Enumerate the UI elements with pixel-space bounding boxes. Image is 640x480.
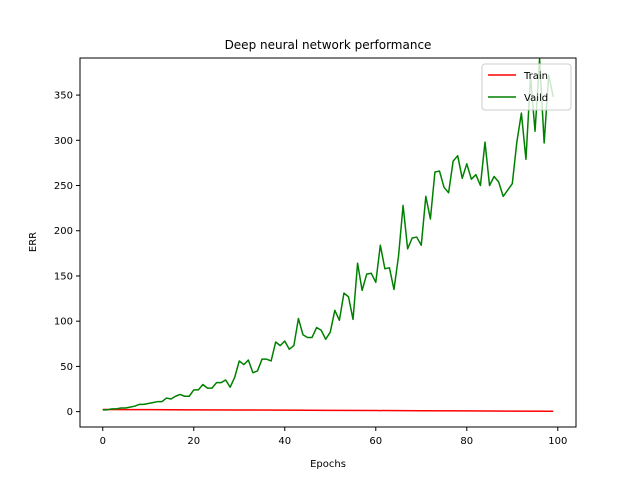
y-axis-label: ERR: [28, 232, 39, 252]
x-tick-label: 80: [460, 436, 473, 447]
chart-title: Deep neural network performance: [225, 38, 432, 52]
y-tick-label: 0: [67, 407, 73, 418]
axes-frame: [79, 57, 577, 428]
x-tick-label: 40: [278, 436, 291, 447]
y-tick-label: 100: [54, 317, 73, 328]
y-tick-label: 200: [54, 226, 73, 237]
y-tick-label: 300: [54, 136, 73, 147]
x-tick-label: 20: [187, 436, 200, 447]
x-axis: 0 20 40 60 80 100: [100, 427, 567, 447]
x-axis-label: Epochs: [310, 459, 346, 470]
y-axis: 0 50 100 150 200 250 300 350: [54, 91, 80, 418]
x-tick-label: 0: [100, 436, 106, 447]
x-tick-label: 60: [369, 436, 382, 447]
legend-label-train: Train: [523, 71, 548, 82]
series-line-train: [102, 408, 554, 413]
x-tick-label: 100: [548, 436, 567, 447]
legend-label-vaild: Vaild: [524, 93, 548, 104]
plot-area: [102, 58, 554, 413]
y-tick-label: 150: [54, 271, 73, 282]
y-tick-label: 250: [54, 181, 73, 192]
y-tick-label: 50: [60, 362, 73, 373]
series-line-vaild: [102, 58, 554, 411]
legend: Train Vaild: [481, 63, 572, 111]
y-tick-label: 350: [54, 91, 73, 102]
